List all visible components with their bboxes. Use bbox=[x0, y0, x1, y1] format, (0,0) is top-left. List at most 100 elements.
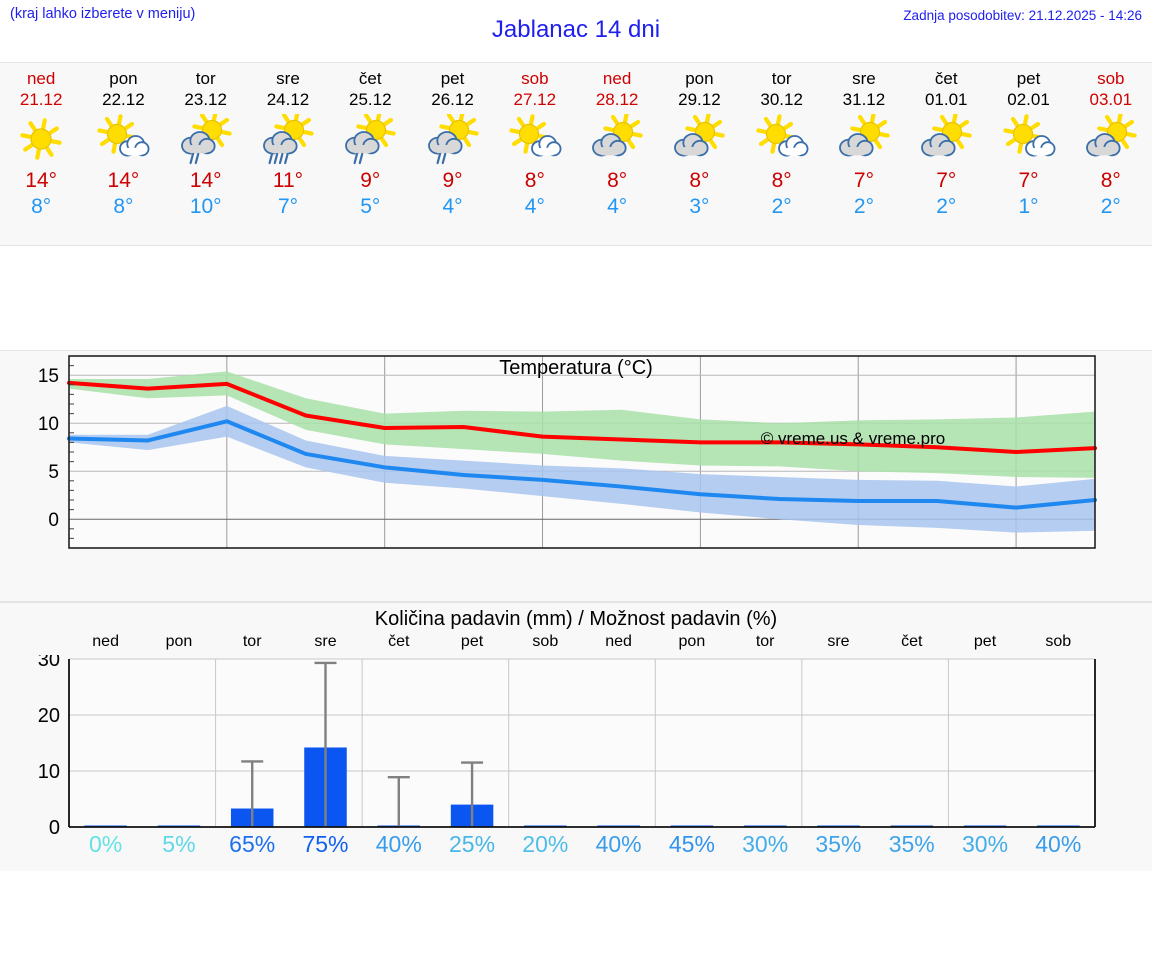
forecast-day-date: 24.12 bbox=[266, 90, 310, 109]
forecast-day-date: 22.12 bbox=[102, 90, 145, 109]
weather-cloud-sun-rain4-icon bbox=[247, 112, 329, 168]
forecast-day-name: čet bbox=[934, 69, 958, 88]
forecast-temp-max: 9° bbox=[360, 169, 381, 192]
precip-day-label: pet bbox=[460, 633, 484, 650]
forecast-day-column[interactable]: pet 26.12 9° 4° bbox=[411, 63, 493, 245]
precip-day-label: tor bbox=[755, 633, 775, 650]
forecast-day-column[interactable]: sre 24.12 11° 7° bbox=[247, 63, 329, 245]
precip-probability-label: 0% bbox=[89, 831, 123, 857]
forecast-temp-min: 4° bbox=[524, 195, 545, 218]
forecast-day-column[interactable]: čet 01.01 7° 2° bbox=[905, 63, 987, 245]
forecast-day-name: sob bbox=[521, 69, 549, 88]
forecast-day-column[interactable]: pet 02.01 7° 1° bbox=[987, 63, 1069, 245]
precip-day-label: ned bbox=[92, 633, 119, 650]
precip-day-label: pon bbox=[165, 633, 193, 650]
forecast-day-date: 29.12 bbox=[678, 90, 721, 109]
forecast-temp-min: 2° bbox=[771, 195, 792, 218]
forecast-day-name: sre bbox=[276, 69, 300, 88]
forecast-day-date: 28.12 bbox=[595, 90, 639, 109]
weather-cloud-sun-icon bbox=[823, 112, 905, 168]
forecast-temp-min: 10° bbox=[189, 195, 222, 218]
precip-day-label: sob bbox=[1045, 633, 1072, 650]
forecast-day-column[interactable]: tor 30.12 8° 2° bbox=[741, 63, 823, 245]
weather-cloud-sun-icon bbox=[905, 112, 987, 168]
svg-text:0: 0 bbox=[49, 817, 60, 839]
svg-text:0: 0 bbox=[48, 510, 59, 531]
forecast-temp-max: 11° bbox=[272, 169, 304, 192]
forecast-day-name: sre bbox=[852, 69, 876, 88]
forecast-temp-max: 7° bbox=[936, 169, 957, 192]
forecast-temp-max: 14° bbox=[107, 169, 140, 192]
forecast-day-column[interactable]: sob 27.12 8° 4° bbox=[494, 63, 576, 245]
precip-day-label: sre bbox=[314, 633, 337, 650]
page-header: (kraj lahko izberete v meniju) Jablanac … bbox=[0, 0, 1152, 62]
precip-probability-label: 45% bbox=[668, 831, 715, 857]
temperature-chart-panel: Temperatura (°C) 0 5 10 15 © vreme.us & vrem… bbox=[0, 350, 1152, 602]
forecast-day-date: 25.12 bbox=[348, 90, 392, 109]
daily-forecast-strip: ned 21.12 14° 8° pon 22.12 14° 8° tor 23.12 14° 10°… bbox=[0, 62, 1152, 246]
weather-cloud-sun-icon bbox=[1070, 112, 1152, 168]
forecast-temp-min: 3° bbox=[689, 195, 710, 218]
forecast-temp-max: 9° bbox=[442, 169, 463, 192]
weather-cloud-sun-rain2-icon bbox=[329, 112, 411, 168]
bottom-white-fill bbox=[0, 871, 1152, 918]
temperature-chart-svg: 0 5 10 15 © vreme.us & vreme.pro bbox=[38, 355, 1097, 549]
precip-day-label: tor bbox=[242, 633, 262, 650]
precip-probability-label: 5% bbox=[162, 831, 196, 857]
forecast-day-date: 03.01 bbox=[1089, 90, 1133, 109]
forecast-day-name: čet bbox=[358, 69, 382, 88]
forecast-day-column[interactable]: sre 31.12 7° 2° bbox=[823, 63, 905, 245]
last-update-text: Zadnja posodobitev: 21.12.2025 - 14:26 bbox=[903, 8, 1142, 23]
forecast-temp-min: 2° bbox=[936, 195, 957, 218]
menu-hint-text: (kraj lahko izberete v meniju) bbox=[10, 6, 196, 22]
forecast-temp-max: 14° bbox=[189, 169, 222, 192]
weather-sun-cloud-icon bbox=[987, 112, 1069, 168]
forecast-day-name: ned bbox=[602, 69, 632, 88]
forecast-temp-min: 2° bbox=[853, 195, 874, 218]
forecast-temp-min: 2° bbox=[1100, 195, 1121, 218]
forecast-temp-max: 7° bbox=[853, 169, 874, 192]
forecast-day-name: tor bbox=[771, 69, 792, 88]
spacer-area bbox=[0, 246, 1152, 350]
forecast-day-name: tor bbox=[195, 69, 216, 88]
chart-copyright-annotation: © vreme.us & vreme.pro bbox=[761, 429, 945, 448]
forecast-day-column[interactable]: ned 28.12 8° 4° bbox=[576, 63, 658, 245]
forecast-day-name: pet bbox=[440, 69, 465, 88]
forecast-temp-max: 8° bbox=[524, 169, 545, 192]
precipitation-chart-title: Količina padavin (mm) / Možnost padavin … bbox=[374, 608, 778, 630]
svg-text:5: 5 bbox=[48, 462, 59, 483]
precip-probability-label: 40% bbox=[375, 831, 422, 857]
weather-sun-cloud-icon bbox=[82, 112, 164, 168]
precip-probability-label: 30% bbox=[961, 831, 1009, 857]
forecast-day-name: ned bbox=[26, 69, 56, 88]
forecast-day-column[interactable]: pon 22.12 14° 8° bbox=[82, 63, 164, 245]
forecast-day-date: 31.12 bbox=[842, 90, 886, 109]
weather-sun-cloud-icon bbox=[494, 112, 576, 168]
precip-day-label: sre bbox=[827, 633, 850, 650]
precip-probability-label: 35% bbox=[815, 831, 862, 857]
forecast-day-name: pet bbox=[1016, 69, 1041, 88]
weather-sunny-icon bbox=[0, 112, 82, 168]
forecast-day-column[interactable]: pon 29.12 8° 3° bbox=[658, 63, 740, 245]
forecast-day-column[interactable]: ned 21.12 14° 8° bbox=[0, 63, 82, 245]
forecast-day-column[interactable]: sob 03.01 8° 2° bbox=[1070, 63, 1152, 245]
forecast-temp-min: 7° bbox=[277, 195, 299, 218]
svg-text:10: 10 bbox=[38, 761, 60, 783]
forecast-day-date: 21.12 bbox=[19, 90, 63, 109]
forecast-temp-min: 8° bbox=[113, 195, 134, 218]
forecast-temp-min: 4° bbox=[442, 195, 463, 218]
forecast-day-column[interactable]: tor 23.12 14° 10° bbox=[165, 63, 247, 245]
precip-probability-label: 25% bbox=[449, 831, 496, 857]
precip-probability-label: 20% bbox=[522, 831, 569, 857]
precip-probability-label: 40% bbox=[1035, 831, 1082, 857]
page-title: Jablanac 14 dni bbox=[491, 16, 661, 43]
forecast-day-date: 23.12 bbox=[184, 90, 227, 109]
svg-text:15: 15 bbox=[38, 366, 59, 387]
forecast-day-column[interactable]: čet 25.12 9° 5° bbox=[329, 63, 411, 245]
forecast-temp-min: 5° bbox=[360, 195, 381, 218]
svg-text:30: 30 bbox=[38, 655, 60, 671]
forecast-temp-max: 8° bbox=[689, 169, 710, 192]
svg-text:10: 10 bbox=[38, 414, 59, 435]
weather-cloud-sun-icon bbox=[658, 112, 740, 168]
forecast-temp-max: 14° bbox=[25, 169, 58, 192]
